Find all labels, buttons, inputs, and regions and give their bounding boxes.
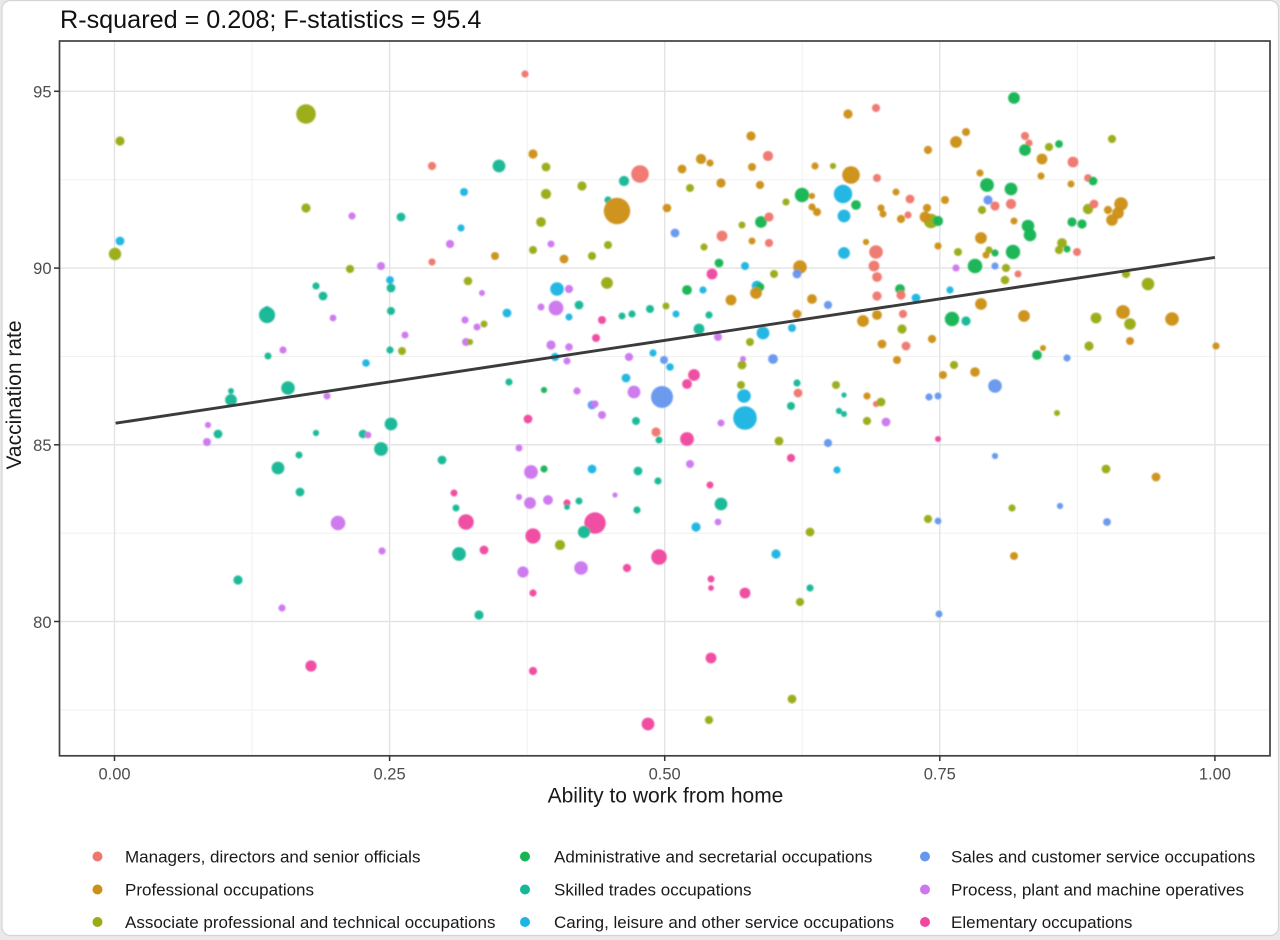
svg-text:R-squared = 0.208; F-statistic: R-squared = 0.208; F-statistics = 95.4	[60, 6, 481, 34]
svg-text:Professional occupations: Professional occupations	[125, 881, 314, 900]
svg-text:0.00: 0.00	[98, 766, 130, 784]
svg-text:Associate professional and tec: Associate professional and technical occ…	[125, 913, 495, 932]
svg-text:0.75: 0.75	[924, 766, 956, 784]
svg-text:90: 90	[33, 260, 51, 278]
svg-text:Caring, leisure and other serv: Caring, leisure and other service occupa…	[554, 913, 894, 932]
svg-text:95: 95	[33, 84, 51, 102]
svg-text:0.50: 0.50	[649, 766, 681, 784]
svg-text:0.25: 0.25	[374, 766, 406, 784]
svg-text:Administrative and secretarial: Administrative and secretarial occupatio…	[554, 848, 872, 867]
svg-text:80: 80	[33, 614, 51, 632]
svg-text:85: 85	[33, 437, 51, 455]
svg-text:Sales and customer service occ: Sales and customer service occupations	[951, 848, 1255, 867]
svg-text:Vaccination rate: Vaccination rate	[3, 320, 26, 469]
svg-text:Managers, directors and senior: Managers, directors and senior officials	[125, 848, 420, 867]
svg-text:1.00: 1.00	[1199, 766, 1231, 784]
svg-text:Ability to work from home: Ability to work from home	[548, 785, 784, 808]
svg-text:Skilled trades occupations: Skilled trades occupations	[554, 881, 752, 900]
svg-text:Process, plant and machine ope: Process, plant and machine operatives	[951, 881, 1244, 900]
svg-text:Elementary occupations: Elementary occupations	[951, 913, 1132, 932]
